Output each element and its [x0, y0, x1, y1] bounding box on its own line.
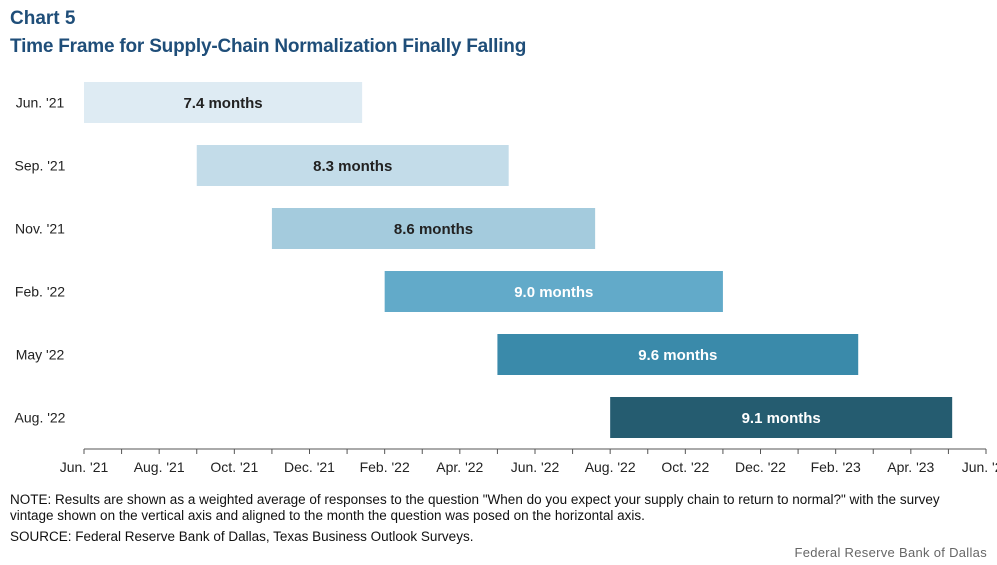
x-tick-label: Feb. '22	[360, 459, 410, 475]
publisher-credit: Federal Reserve Bank of Dallas	[794, 545, 987, 560]
x-tick-label: Dec. '21	[284, 459, 335, 475]
x-tick-label: Aug. '21	[134, 459, 185, 475]
bar-value-label: 8.3 months	[313, 158, 392, 175]
x-tick-label: Dec. '22	[735, 459, 786, 475]
bar-value-label: 8.6 months	[394, 221, 473, 238]
x-tick-label: Apr. '23	[887, 459, 934, 475]
bar-value-label: 9.1 months	[742, 410, 821, 427]
chart-note: NOTE: Results are shown as a weighted av…	[10, 492, 940, 523]
chart-title: Time Frame for Supply-Chain Normalizatio…	[10, 36, 527, 57]
chart-source: SOURCE: Federal Reserve Bank of Dallas, …	[10, 529, 474, 544]
range-bar-chart: 7.4 months Jun. '21 8.3 months Sep. '21 8.6 …	[15, 82, 997, 475]
x-tick-label: Jun. '23	[962, 459, 997, 475]
chart-label: Chart 5	[10, 8, 76, 29]
bar-value-label: 7.4 months	[183, 95, 262, 112]
x-tick-label: Jun. '22	[511, 459, 560, 475]
range-bar	[384, 271, 723, 312]
range-bar	[196, 145, 509, 186]
x-tick-label: Jun. '21	[60, 459, 109, 475]
range-bar	[610, 397, 953, 438]
x-tick-label: Feb. '23	[811, 459, 861, 475]
bar-value-label: 9.0 months	[514, 284, 593, 301]
y-category-label: Feb. '22	[15, 284, 65, 300]
y-category-label: Sep. '21	[15, 158, 66, 174]
range-bar	[271, 208, 596, 249]
range-bar	[84, 82, 363, 123]
y-category-label: Aug. '22	[15, 410, 66, 426]
y-category-label: Nov. '21	[15, 221, 65, 237]
x-tick-label: Oct. '22	[661, 459, 709, 475]
y-category-label: Jun. '21	[16, 95, 65, 111]
x-tick-label: Aug. '22	[585, 459, 636, 475]
range-bar	[497, 334, 859, 375]
bar-value-label: 9.6 months	[638, 347, 717, 364]
x-tick-label: Apr. '22	[436, 459, 483, 475]
x-tick-label: Oct. '21	[210, 459, 258, 475]
y-category-label: May '22	[16, 347, 65, 363]
